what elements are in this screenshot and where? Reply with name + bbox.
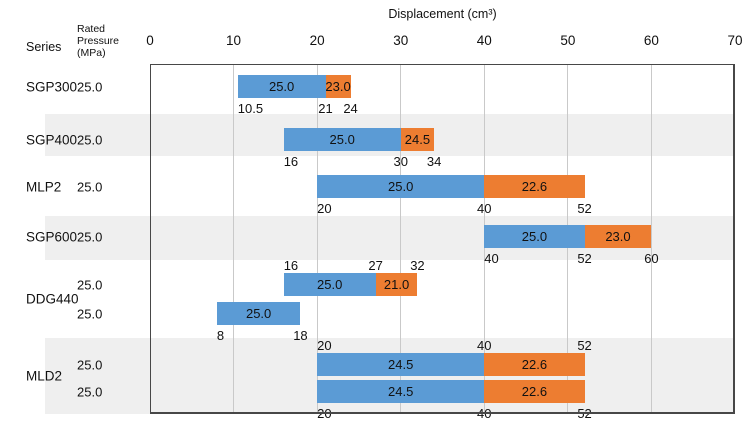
displacement-bar-blue: 25.0	[484, 225, 585, 248]
range-tick-label: 20	[317, 406, 332, 421]
displacement-bar-orange: 23.0	[584, 225, 652, 248]
displacement-bar-blue: 24.5	[317, 353, 485, 376]
pressure-column-header: Rated Pressure (MPa)	[77, 23, 119, 59]
bar-value-label: 23.0	[605, 229, 631, 244]
range-tick-label: 30	[393, 154, 408, 169]
range-tick-label: 52	[577, 201, 592, 216]
bar-value-label: 25.0	[268, 79, 295, 94]
axis-tick-label: 40	[476, 33, 492, 48]
bar-value-label: 24.5	[388, 357, 414, 372]
range-tick-label: 32	[410, 258, 425, 273]
range-tick-label: 10.5	[237, 101, 264, 116]
range-tick-label: 20	[317, 338, 332, 353]
range-tick-label: 40	[477, 338, 492, 353]
range-tick-label: 21	[318, 101, 333, 116]
pressure-value: 25.0	[77, 229, 103, 244]
pressure-value: 25.0	[77, 179, 103, 194]
bar-value-label: 22.6	[521, 357, 548, 372]
axis-tick-label: 70	[727, 33, 743, 48]
bar-value-label: 25.0	[521, 229, 548, 244]
pressure-value: 25.0	[77, 79, 103, 94]
range-tick-label: 24	[343, 101, 358, 116]
range-tick-label: 52	[577, 406, 592, 421]
series-label-sgp400: SGP400	[26, 132, 78, 147]
range-tick-label: 52	[577, 251, 592, 266]
pressure-value: 25.0	[77, 357, 103, 372]
displacement-bar-orange: 22.6	[484, 353, 585, 376]
range-tick-label: 16	[283, 154, 299, 169]
series-label-mld2: MLD2	[26, 368, 63, 384]
series-label-sgp300: SGP300	[26, 79, 78, 94]
pressure-header-line: Pressure	[77, 35, 120, 47]
bar-value-label: 22.6	[521, 384, 548, 399]
axis-tick-label: 50	[560, 33, 576, 48]
series-column-header: Series	[26, 40, 62, 54]
pressure-value: 25.0	[77, 384, 103, 399]
displacement-bar-blue: 24.5	[317, 380, 485, 403]
displacement-bar-blue: 25.0	[283, 128, 401, 151]
bar-value-label: 24.5	[388, 384, 414, 399]
displacement-bar-orange: 22.6	[484, 380, 585, 403]
range-tick-label: 20	[317, 201, 332, 216]
displacement-bar-blue: 25.0	[283, 273, 376, 296]
bar-value-label: 21.0	[383, 277, 410, 292]
row-band-ddg440	[45, 260, 735, 338]
bar-value-label: 25.0	[245, 306, 272, 321]
gridline	[650, 64, 652, 414]
displacement-bar-blue: 25.0	[237, 75, 326, 98]
pressure-value: 25.0	[77, 306, 103, 321]
range-tick-label: 40	[477, 406, 492, 421]
bar-value-label: 24.5	[404, 132, 431, 147]
range-tick-label: 34	[426, 154, 442, 169]
displacement-bar-blue: 25.0	[216, 302, 301, 325]
displacement-bar-blue: 25.0	[317, 175, 485, 198]
displacement-bar-orange: 23.0	[325, 75, 351, 98]
axis-tick-label: 0	[146, 33, 154, 48]
range-tick-label: 60	[644, 251, 659, 266]
range-tick-label: 52	[577, 338, 592, 353]
bar-value-label: 25.0	[317, 277, 343, 292]
axis-tick-label: 20	[309, 33, 325, 48]
pressure-value: 25.0	[77, 277, 103, 292]
range-tick-label: 40	[484, 251, 499, 266]
gridline	[316, 64, 318, 414]
pressure-header-line: Rated	[77, 23, 106, 35]
displacement-bar-orange: 22.6	[484, 175, 585, 198]
axis-tick-label: 60	[643, 33, 659, 48]
range-tick-label: 18	[293, 328, 308, 343]
gridline	[233, 64, 235, 414]
range-tick-label: 27	[368, 258, 383, 273]
pressure-header-line: (MPa)	[77, 47, 106, 59]
axis-tick-label: 30	[393, 33, 409, 48]
bar-value-label: 25.0	[388, 179, 414, 194]
series-label-mlp2: MLP2	[26, 179, 62, 194]
series-label-sgp600: SGP600	[26, 229, 78, 244]
series-label-ddg440: DDG440	[26, 291, 79, 307]
bar-value-label: 23.0	[325, 79, 351, 94]
pressure-value: 25.0	[77, 132, 103, 147]
bar-value-label: 25.0	[329, 132, 355, 147]
gridline	[400, 64, 402, 414]
bar-value-label: 22.6	[521, 179, 548, 194]
row-band-sgp300	[45, 64, 735, 114]
chart-title: Displacement (cm³)	[388, 7, 497, 21]
range-tick-label: 16	[283, 258, 299, 273]
range-tick-label: 8	[216, 328, 225, 343]
displacement-bar-orange: 21.0	[375, 273, 418, 296]
range-tick-label: 40	[477, 201, 492, 216]
displacement-bar-orange: 24.5	[400, 128, 435, 151]
axis-tick-label: 10	[226, 33, 242, 48]
